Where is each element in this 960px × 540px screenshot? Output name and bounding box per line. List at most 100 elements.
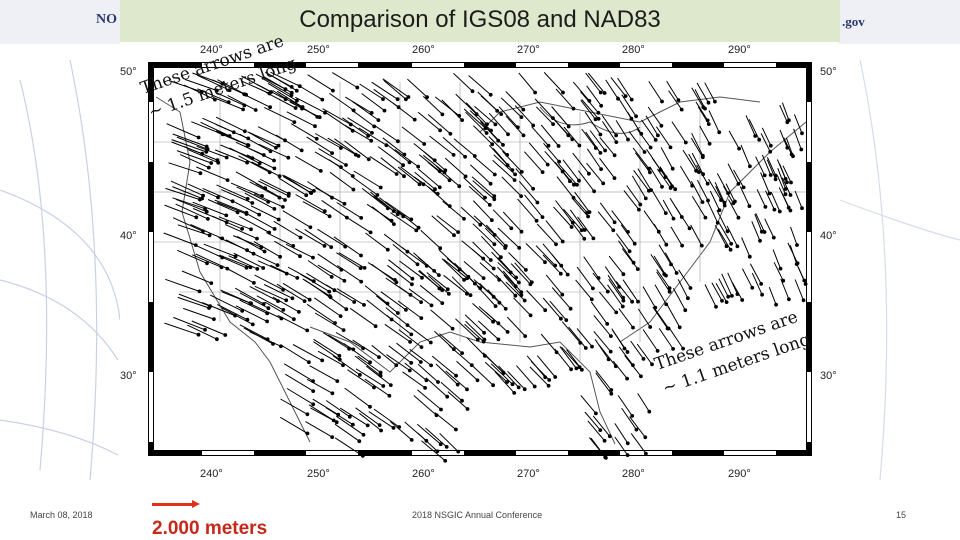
slide-title: Comparison of IGS08 and NAD83	[299, 6, 661, 33]
velocity-vector	[652, 191, 667, 214]
velocity-vector-head	[347, 414, 352, 419]
velocity-vector	[584, 411, 601, 431]
velocity-vector	[409, 348, 432, 366]
velocity-vector	[217, 304, 248, 321]
velocity-vector	[254, 274, 284, 291]
velocity-vector-head	[298, 235, 303, 240]
velocity-vector	[630, 433, 647, 454]
velocity-vector-head	[250, 156, 255, 161]
velocity-vector	[545, 220, 564, 242]
velocity-vector	[614, 423, 629, 444]
velocity-vector-head	[788, 208, 793, 213]
velocity-vector-head	[338, 314, 343, 319]
velocity-vector	[589, 130, 606, 151]
velocity-vector	[165, 278, 200, 292]
velocity-vector	[505, 115, 524, 136]
velocity-vector-head	[433, 187, 437, 192]
velocity-vector	[708, 178, 722, 201]
velocity-vector	[401, 246, 427, 267]
velocity-vector-head	[510, 168, 515, 173]
velocity-vector	[416, 423, 442, 445]
velocity-vector-head	[607, 434, 612, 439]
velocity-vector	[647, 106, 662, 127]
velocity-vector	[227, 94, 256, 111]
velocity-vector-head	[284, 298, 289, 303]
velocity-vector	[528, 142, 549, 165]
velocity-vector-head	[463, 154, 468, 159]
velocity-vector	[427, 186, 451, 207]
velocity-vector	[445, 370, 468, 390]
velocity-vector-head	[521, 133, 526, 138]
velocity-vector	[696, 179, 709, 201]
velocity-vector	[170, 180, 204, 197]
velocity-vector-head	[722, 203, 727, 208]
velocity-vector	[793, 114, 803, 134]
velocity-vector-head	[638, 202, 643, 207]
velocity-vector	[306, 272, 335, 291]
velocity-vector-head	[392, 222, 396, 227]
velocity-vector-head	[760, 292, 764, 297]
velocity-vector-head	[631, 325, 635, 330]
velocity-vector	[216, 184, 248, 200]
velocity-vector-head	[556, 144, 561, 148]
velocity-vector-head	[475, 337, 480, 342]
velocity-vector-head	[345, 215, 349, 220]
velocity-vectors	[163, 71, 808, 463]
velocity-vector	[578, 170, 595, 192]
velocity-vector	[306, 136, 333, 154]
velocity-vector-head	[521, 107, 526, 112]
velocity-vector	[618, 240, 635, 263]
velocity-vector-head	[499, 255, 503, 260]
velocity-vector-head	[474, 112, 479, 117]
velocity-vector-head	[265, 337, 270, 342]
velocity-vector	[417, 111, 441, 131]
velocity-vector	[592, 415, 611, 437]
velocity-vector	[536, 355, 556, 378]
velocity-vector	[312, 398, 339, 416]
velocity-vector-head	[768, 143, 773, 148]
velocity-vector	[586, 148, 602, 170]
velocity-vector-head	[268, 105, 273, 110]
velocity-vector-head	[660, 99, 664, 104]
velocity-vector-head	[308, 225, 313, 230]
velocity-vector	[336, 252, 361, 269]
velocity-vector	[622, 279, 639, 302]
velocity-vector	[472, 366, 494, 386]
velocity-vector	[221, 189, 253, 204]
velocity-vector	[401, 126, 425, 145]
velocity-vector	[292, 344, 323, 361]
velocity-vector	[508, 252, 527, 271]
velocity-vector-head	[648, 325, 653, 329]
velocity-vector-head	[747, 204, 752, 209]
velocity-vector	[276, 283, 305, 302]
velocity-vector	[599, 291, 617, 313]
velocity-vector-head	[375, 193, 380, 197]
velocity-vector-head	[394, 280, 399, 285]
velocity-vector	[197, 88, 229, 103]
velocity-vector-head	[423, 386, 428, 390]
velocity-vector-head	[369, 111, 374, 115]
velocity-vector-head	[783, 177, 788, 181]
velocity-vector	[389, 421, 413, 441]
velocity-vector-head	[800, 206, 804, 211]
velocity-vector	[599, 137, 615, 156]
velocity-vector	[235, 171, 266, 189]
velocity-vector-head	[673, 187, 678, 192]
velocity-vector	[652, 306, 669, 329]
velocity-vector-head	[220, 82, 225, 86]
velocity-vector-head	[440, 112, 445, 117]
velocity-vector	[551, 253, 569, 275]
velocity-vector	[648, 81, 663, 102]
velocity-vector	[192, 72, 223, 85]
velocity-vector	[230, 182, 263, 197]
velocity-vector	[215, 92, 245, 106]
velocity-vector	[708, 110, 720, 133]
velocity-vector-head	[341, 328, 346, 333]
velocity-vector	[779, 104, 788, 123]
velocity-vector-head	[418, 360, 423, 364]
velocity-vector-head	[569, 225, 574, 229]
velocity-vector	[364, 285, 388, 304]
velocity-vector	[250, 303, 282, 319]
velocity-vector	[563, 126, 580, 146]
velocity-vector	[334, 138, 359, 157]
